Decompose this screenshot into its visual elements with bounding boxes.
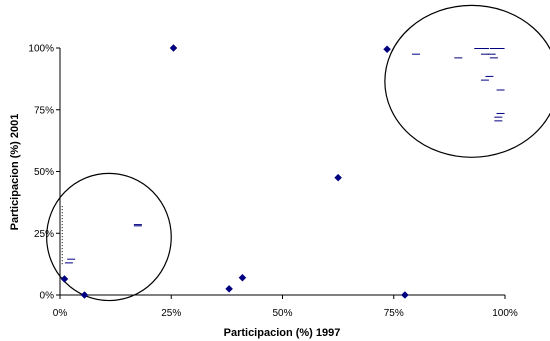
scatter-point xyxy=(60,275,69,283)
scatter-point xyxy=(334,173,342,182)
x-tick-label: 50% xyxy=(272,308,292,319)
y-tick-label: 75% xyxy=(34,105,54,116)
scatter-point xyxy=(238,273,247,282)
scatter-point xyxy=(401,291,409,299)
cluster-circle xyxy=(384,4,550,158)
x-axis-title: Participacion (%) 1997 xyxy=(224,327,341,339)
y-tick-label: 0% xyxy=(40,291,55,302)
scatter-point xyxy=(225,284,233,293)
plot-area: 0% 25% 50% 75% 100% 0% 25% 50% 75% 100% xyxy=(28,4,550,319)
cluster-circle xyxy=(46,172,172,302)
scatter-point xyxy=(383,45,391,54)
x-tick-label: 0% xyxy=(53,308,68,319)
y-tick-label: 100% xyxy=(28,44,54,55)
scatter-point xyxy=(169,44,178,52)
y-tick-label: 50% xyxy=(34,167,54,178)
x-tick-label: 100% xyxy=(492,308,518,319)
y-tick-label: 25% xyxy=(34,229,54,240)
x-tick-label: 25% xyxy=(161,308,181,319)
x-tick-label: 75% xyxy=(384,308,404,319)
scatter-point xyxy=(80,291,89,299)
y-axis-title: Participacion (%) 2001 xyxy=(9,114,21,231)
